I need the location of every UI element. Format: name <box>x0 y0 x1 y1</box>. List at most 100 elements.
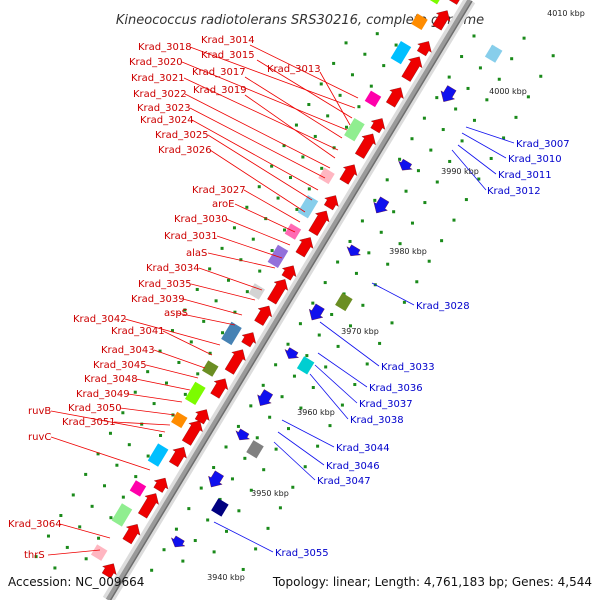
scale-dot <box>379 230 383 234</box>
scale-dot <box>510 57 514 61</box>
cog-box-left <box>248 283 265 300</box>
scale-dot <box>354 271 358 275</box>
scale-dot <box>551 54 555 58</box>
gene-arrow-left <box>281 265 297 281</box>
gene-label-thrs[interactable]: thrS <box>24 550 45 561</box>
gene-label-krad-3024[interactable]: Krad_3024 <box>140 115 194 126</box>
gene-label-alas[interactable]: alaS <box>186 248 207 259</box>
gene-label-krad-3049[interactable]: Krad_3049 <box>76 389 130 400</box>
scale-dot <box>336 344 340 348</box>
gene-label-krad-3022[interactable]: Krad_3022 <box>133 89 187 100</box>
scale-dot <box>274 447 278 451</box>
scale-dot <box>189 340 193 344</box>
gene-label-krad-3039[interactable]: Krad_3039 <box>131 294 185 305</box>
scale-dot <box>90 504 94 508</box>
gene-label-krad-3064[interactable]: Krad_3064 <box>8 519 62 530</box>
gene-label-krad-3007[interactable]: Krad_3007 <box>516 139 570 150</box>
scale-dot <box>382 64 386 68</box>
gene-label-krad-3041[interactable]: Krad_3041 <box>111 326 165 337</box>
scale-dot <box>278 506 282 510</box>
gene-arrow-left <box>308 210 330 236</box>
gene-label-krad-3028[interactable]: Krad_3028 <box>416 301 470 312</box>
gene-label-krad-3010[interactable]: Krad_3010 <box>508 154 562 165</box>
scale-dot <box>332 61 336 65</box>
cog-box-left <box>364 90 382 108</box>
scale-dot <box>258 269 262 273</box>
gene-label-asps[interactable]: aspS <box>164 308 188 319</box>
gene-label-krad-3038[interactable]: Krad_3038 <box>350 415 404 426</box>
scale-dot <box>365 362 369 366</box>
scale-dot <box>232 226 236 230</box>
leader-line-right <box>273 441 316 481</box>
scale-dot <box>146 370 150 374</box>
scale-dot <box>326 114 330 118</box>
scale-dot <box>363 52 367 56</box>
scale-dot <box>174 527 178 531</box>
scale-dot <box>485 98 489 102</box>
gene-label-krad-3017[interactable]: Krad_3017 <box>192 67 246 78</box>
gene-label-krad-3035[interactable]: Krad_3035 <box>138 279 192 290</box>
gene-label-krad-3012[interactable]: Krad_3012 <box>487 186 541 197</box>
gene-label-krad-3019[interactable]: Krad_3019 <box>193 85 247 96</box>
gene-label-krad-3048[interactable]: Krad_3048 <box>84 374 138 385</box>
scale-dot <box>270 249 274 253</box>
scale-dot <box>303 465 307 469</box>
gene-label-krad-3030[interactable]: Krad_3030 <box>174 214 228 225</box>
gene-label-krad-3020[interactable]: Krad_3020 <box>129 57 183 68</box>
kbp-3970: 3970 kbp <box>341 327 379 336</box>
gene-arrow-left <box>169 447 187 468</box>
gene-label-krad-3013[interactable]: Krad_3013 <box>267 64 321 75</box>
scale-dot <box>199 486 203 490</box>
scale-dot <box>460 55 464 59</box>
leader-line-left <box>162 330 213 356</box>
gene-label-krad-3044[interactable]: Krad_3044 <box>336 443 390 454</box>
gene-label-aroe[interactable]: aroE <box>212 199 234 210</box>
gene-label-ruvc[interactable]: ruvC <box>28 432 51 443</box>
gene-label-krad-3047[interactable]: Krad_3047 <box>317 476 371 487</box>
leader-line-left <box>47 549 101 556</box>
gene-label-krad-3033[interactable]: Krad_3033 <box>381 362 435 373</box>
scale-dot <box>386 262 390 266</box>
scale-dot <box>249 404 253 408</box>
gene-arrow-right <box>308 303 325 321</box>
scale-dot <box>208 267 212 271</box>
gene-label-krad-3045[interactable]: Krad_3045 <box>93 360 147 371</box>
gene-label-krad-3055[interactable]: Krad_3055 <box>275 548 329 559</box>
gene-label-krad-3023[interactable]: Krad_3023 <box>137 103 191 114</box>
gene-label-krad-3046[interactable]: Krad_3046 <box>326 461 380 472</box>
gene-label-krad-3037[interactable]: Krad_3037 <box>359 399 413 410</box>
scale-dot <box>134 475 138 479</box>
scale-dot <box>398 157 402 161</box>
gene-arrow-left <box>194 409 210 425</box>
scale-dot <box>158 349 162 353</box>
gene-label-krad-3021[interactable]: Krad_3021 <box>131 73 185 84</box>
scale-dot <box>212 466 216 470</box>
gene-label-krad-3026[interactable]: Krad_3026 <box>158 145 212 156</box>
gene-arrow-right <box>208 470 224 488</box>
gene-label-ruvb[interactable]: ruvB <box>28 406 51 417</box>
gene-arrow-left <box>153 477 169 493</box>
scale-dot <box>164 381 168 385</box>
scale-dot <box>212 550 216 554</box>
gene-label-krad-3014[interactable]: Krad_3014 <box>201 35 255 46</box>
leader-line-left <box>207 252 276 269</box>
gene-label-krad-3027[interactable]: Krad_3027 <box>192 185 246 196</box>
scale-dot <box>292 374 296 378</box>
gene-label-krad-3042[interactable]: Krad_3042 <box>73 314 127 325</box>
scale-dot <box>183 392 187 396</box>
gene-label-krad-3011[interactable]: Krad_3011 <box>498 170 552 181</box>
gene-label-krad-3043[interactable]: Krad_3043 <box>101 345 155 356</box>
cog-box-left <box>284 223 302 240</box>
kbp-3990: 3990 kbp <box>441 167 479 176</box>
scale-dot <box>402 300 406 304</box>
gene-label-krad-3025[interactable]: Krad_3025 <box>155 130 209 141</box>
gene-label-krad-3036[interactable]: Krad_3036 <box>369 383 423 394</box>
gene-label-krad-3018[interactable]: Krad_3018 <box>138 42 192 53</box>
gene-label-krad-3034[interactable]: Krad_3034 <box>146 263 200 274</box>
gene-label-krad-3050[interactable]: Krad_3050 <box>68 403 122 414</box>
gene-label-krad-3051[interactable]: Krad_3051 <box>62 417 116 428</box>
gene-label-krad-3031[interactable]: Krad_3031 <box>164 231 218 242</box>
gene-label-krad-3015[interactable]: Krad_3015 <box>201 50 255 61</box>
gene-arrow-left <box>224 349 246 375</box>
scale-dot <box>295 207 299 211</box>
